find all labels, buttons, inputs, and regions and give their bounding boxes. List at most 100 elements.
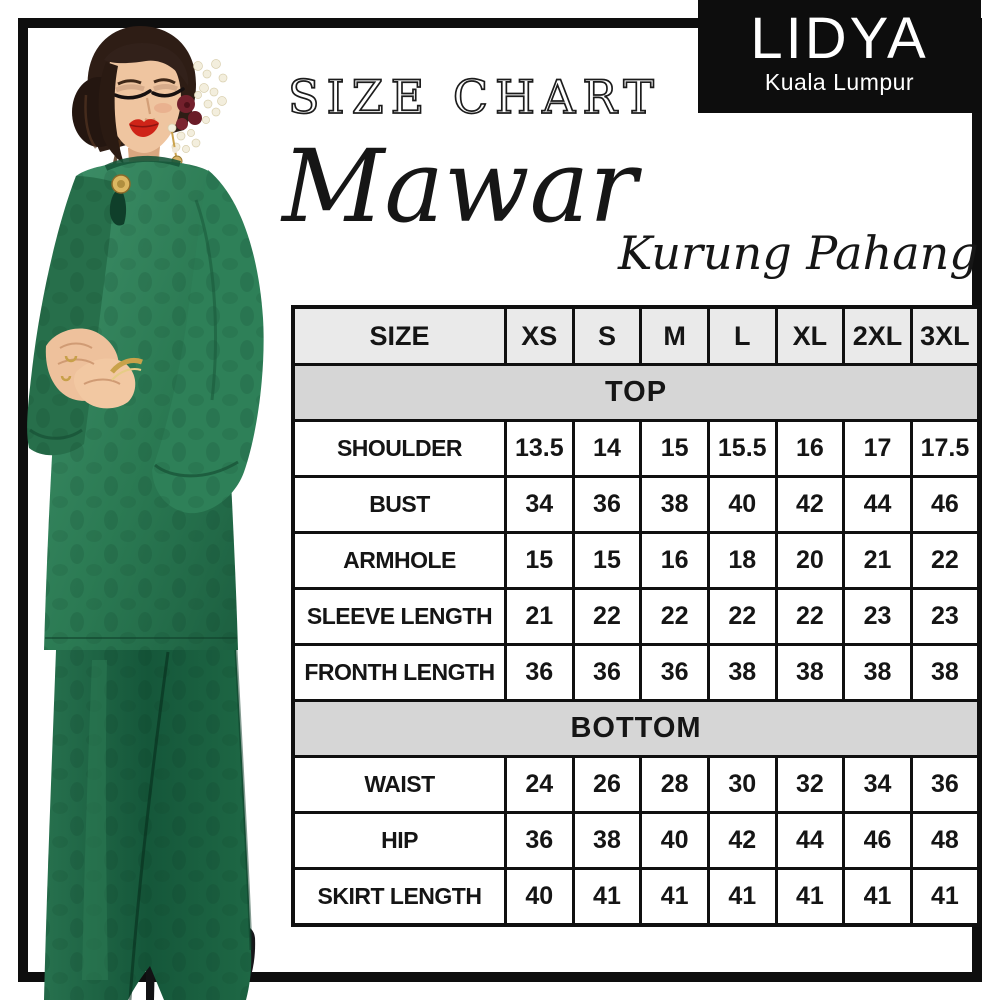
product-name: Mawar (282, 128, 638, 245)
size-value: 15 (639, 419, 710, 478)
column-header: XS (504, 305, 575, 366)
size-value: 15.5 (706, 419, 778, 478)
row-label: BUST (291, 475, 507, 534)
hair-flowers (167, 59, 228, 153)
size-value: 40 (639, 811, 710, 870)
size-value: 21 (504, 587, 575, 646)
size-value: 20 (774, 531, 846, 590)
size-value: 22 (571, 587, 643, 646)
row-label: FRONTH LENGTH (291, 643, 507, 702)
row-label: SKIRT LENGTH (291, 867, 507, 927)
size-value: 17 (842, 419, 913, 478)
size-value: 41 (706, 867, 778, 927)
size-value: 16 (639, 531, 710, 590)
size-value: 41 (571, 867, 643, 927)
row-label: WAIST (291, 755, 507, 814)
column-header: 2XL (842, 305, 913, 366)
size-value: 26 (571, 755, 643, 814)
model-photo (27, 26, 264, 1000)
size-value: 22 (774, 587, 846, 646)
model-skirt (44, 649, 253, 1000)
model-lips (129, 119, 159, 137)
table-row: ARMHOLE 15 15 16 18 20 21 22 (291, 531, 981, 590)
model-hands (45, 328, 143, 409)
size-value: 38 (842, 643, 913, 702)
size-value: 15 (571, 531, 643, 590)
column-header: M (639, 305, 710, 366)
size-value: 48 (909, 811, 981, 870)
size-value: 36 (571, 475, 643, 534)
size-value: 34 (842, 755, 913, 814)
section-band: TOP (291, 363, 981, 422)
size-value: 38 (706, 643, 778, 702)
column-header: XL (774, 305, 846, 366)
size-value: 23 (842, 587, 913, 646)
size-value: 28 (639, 755, 710, 814)
size-column-header: SIZE (291, 305, 507, 366)
size-value: 41 (842, 867, 913, 927)
rings (60, 355, 78, 382)
size-value: 41 (909, 867, 981, 927)
column-header: L (706, 305, 778, 366)
size-value: 46 (842, 811, 913, 870)
size-value: 22 (639, 587, 710, 646)
row-label: ARMHOLE (291, 531, 507, 590)
bracelet (110, 357, 143, 374)
size-value: 40 (706, 475, 778, 534)
size-value: 40 (504, 867, 575, 927)
table-row: SLEEVE LENGTH 21 22 22 22 22 23 23 (291, 587, 981, 646)
size-value: 36 (639, 643, 710, 702)
table-row: WAIST 24 26 28 30 32 34 36 (291, 755, 981, 814)
size-chart-table: SIZE XS S M L XL 2XL 3XL TOP SHOULDER 13.5 14 15 15.5… (291, 305, 981, 927)
size-value: 30 (706, 755, 778, 814)
table-row: BUST 34 36 38 40 42 44 46 (291, 475, 981, 534)
size-value: 24 (504, 755, 575, 814)
size-value: 17.5 (909, 419, 981, 478)
model-hair-front (98, 43, 189, 164)
model-top (27, 155, 264, 650)
brand-location: Kuala Lumpur (764, 69, 915, 95)
size-value: 46 (909, 475, 981, 534)
column-header: 3XL (909, 305, 981, 366)
size-value: 22 (706, 587, 778, 646)
size-value: 15 (504, 531, 575, 590)
size-value: 22 (909, 531, 981, 590)
size-value: 38 (639, 475, 710, 534)
keyhole-neckline (109, 186, 127, 226)
column-header: S (571, 305, 643, 366)
size-value: 38 (774, 643, 846, 702)
size-value: 32 (774, 755, 846, 814)
model-face (107, 54, 185, 153)
table-row: FRONTH LENGTH 36 36 36 38 38 38 38 (291, 643, 981, 702)
size-value: 41 (639, 867, 710, 927)
size-value: 34 (504, 475, 575, 534)
size-value: 42 (706, 811, 778, 870)
size-chart-table-body: SIZE XS S M L XL 2XL 3XL TOP SHOULDER 13.5 14 15 15.5… (291, 305, 981, 927)
size-value: 42 (774, 475, 846, 534)
size-value: 14 (571, 419, 643, 478)
size-value: 36 (571, 643, 643, 702)
size-value: 23 (909, 587, 981, 646)
size-value: 16 (774, 419, 846, 478)
size-value: 18 (706, 531, 778, 590)
table-row: HIP 36 38 40 42 44 46 48 (291, 811, 981, 870)
size-value: 41 (774, 867, 846, 927)
size-value: 36 (504, 643, 575, 702)
section-band: BOTTOM (291, 699, 981, 758)
size-value: 44 (774, 811, 846, 870)
table-row: SHOULDER 13.5 14 15 15.5 16 17 17.5 (291, 419, 981, 478)
size-value: 21 (842, 531, 913, 590)
size-value: 13.5 (504, 419, 575, 478)
size-value: 38 (909, 643, 981, 702)
row-label: SLEEVE LENGTH (291, 587, 507, 646)
size-value: 36 (909, 755, 981, 814)
size-value: 38 (571, 811, 643, 870)
product-subtitle: Kurung Pahang (618, 226, 979, 280)
brand-name: LIDYA (750, 6, 929, 71)
row-label: HIP (291, 811, 507, 870)
page-title: SIZE CHART (287, 69, 661, 125)
table-row: SKIRT LENGTH 40 41 41 41 41 41 41 (291, 867, 981, 927)
brand-logo-box: LIDYA Kuala Lumpur (698, 0, 981, 113)
size-value: 36 (504, 811, 575, 870)
